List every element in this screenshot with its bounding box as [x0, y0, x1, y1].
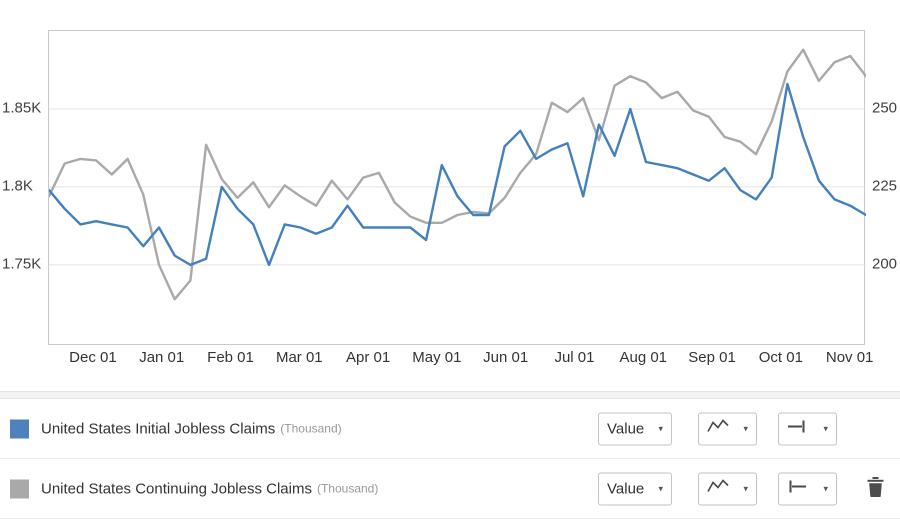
y-axis-label-left: 1.75K: [2, 255, 42, 273]
x-axis-tick-label: Jul 01: [554, 349, 595, 366]
x-axis-tick-label: Dec 01: [69, 349, 117, 366]
x-axis-tick-label: Feb 01: [207, 349, 254, 366]
series-label: United States Continuing Jobless Claims: [41, 480, 312, 497]
series-controls: Value ▾ ▾ ▾: [598, 472, 837, 505]
line-style-dropdown[interactable]: ▾: [778, 472, 837, 505]
chart-canvas: [49, 48, 866, 301]
y-axis-label-right: 225: [872, 177, 898, 195]
chart-type-dropdown[interactable]: ▾: [698, 412, 757, 445]
chart-plot-area[interactable]: [48, 30, 866, 345]
value-dropdown[interactable]: Value ▾: [598, 412, 672, 445]
caret-down-icon: ▾: [743, 423, 748, 433]
y-axis-label-right: 250: [872, 99, 898, 117]
x-axis-tick-label: Apr 01: [345, 349, 391, 366]
line-chart-icon: [707, 419, 729, 439]
caret-down-icon: ▾: [658, 483, 663, 493]
marker-right-icon: [787, 419, 807, 438]
caret-down-icon: ▾: [658, 423, 663, 433]
value-dropdown-label: Value: [607, 480, 645, 497]
series-label: United States Initial Jobless Claims: [41, 420, 276, 437]
value-dropdown[interactable]: Value ▾: [598, 472, 672, 505]
x-axis-tick-label: Mar 01: [275, 349, 323, 366]
x-axis-tick-label: Nov 01: [825, 349, 874, 366]
jobless-claims-chart-widget: { "chart_data": { "type": "line", "title…: [0, 30, 900, 519]
section-divider: [0, 391, 900, 399]
value-dropdown-label: Value: [607, 420, 645, 437]
line-chart-icon: [707, 479, 729, 499]
caret-down-icon: ▾: [823, 483, 828, 493]
chart-area: 1.85K 1.8K 1.75K 250 225 200 Dec 01 Jan 01 Feb 0…: [2, 30, 898, 366]
x-axis-tick-label: Oct 01: [758, 349, 803, 366]
x-axis-tick-label: Aug 01: [619, 349, 668, 366]
series-color-swatch: [10, 419, 29, 438]
caret-down-icon: ▾: [823, 423, 828, 433]
x-axis-tick-label: May 01: [412, 349, 462, 366]
trash-icon: [867, 477, 884, 500]
y-axis-label-left: 1.85K: [2, 99, 42, 117]
x-axis-tick-label: Sep 01: [688, 349, 736, 366]
y-axis-label-right: 200: [872, 255, 898, 273]
caret-down-icon: ▾: [743, 483, 748, 493]
chart-type-dropdown[interactable]: ▾: [698, 472, 757, 505]
legend-row-continuing-claims: United States Continuing Jobless Claims …: [0, 459, 900, 519]
x-axis-tick-label: Jun 01: [483, 349, 529, 366]
delete-series-button[interactable]: [862, 475, 888, 503]
series-unit-note: (Thousand): [316, 481, 379, 496]
legend-row-initial-claims: United States Initial Jobless Claims (Th…: [0, 399, 900, 459]
marker-left-icon: [787, 479, 807, 498]
line-style-dropdown[interactable]: ▾: [778, 412, 837, 445]
series-unit-note: (Thousand): [280, 421, 342, 436]
series-line-united-states-continuing-jobless-claims: [49, 48, 866, 301]
x-axis-tick-label: Jan 01: [139, 349, 185, 366]
y-axis-label-left: 1.8K: [2, 177, 33, 195]
series-color-swatch: [10, 479, 29, 498]
series-line-united-states-initial-jobless-claims: [49, 82, 866, 267]
legend-info: United States Continuing Jobless Claims …: [10, 479, 378, 498]
series-controls: Value ▾ ▾ ▾: [598, 412, 837, 445]
legend-info: United States Initial Jobless Claims (Th…: [10, 419, 342, 438]
